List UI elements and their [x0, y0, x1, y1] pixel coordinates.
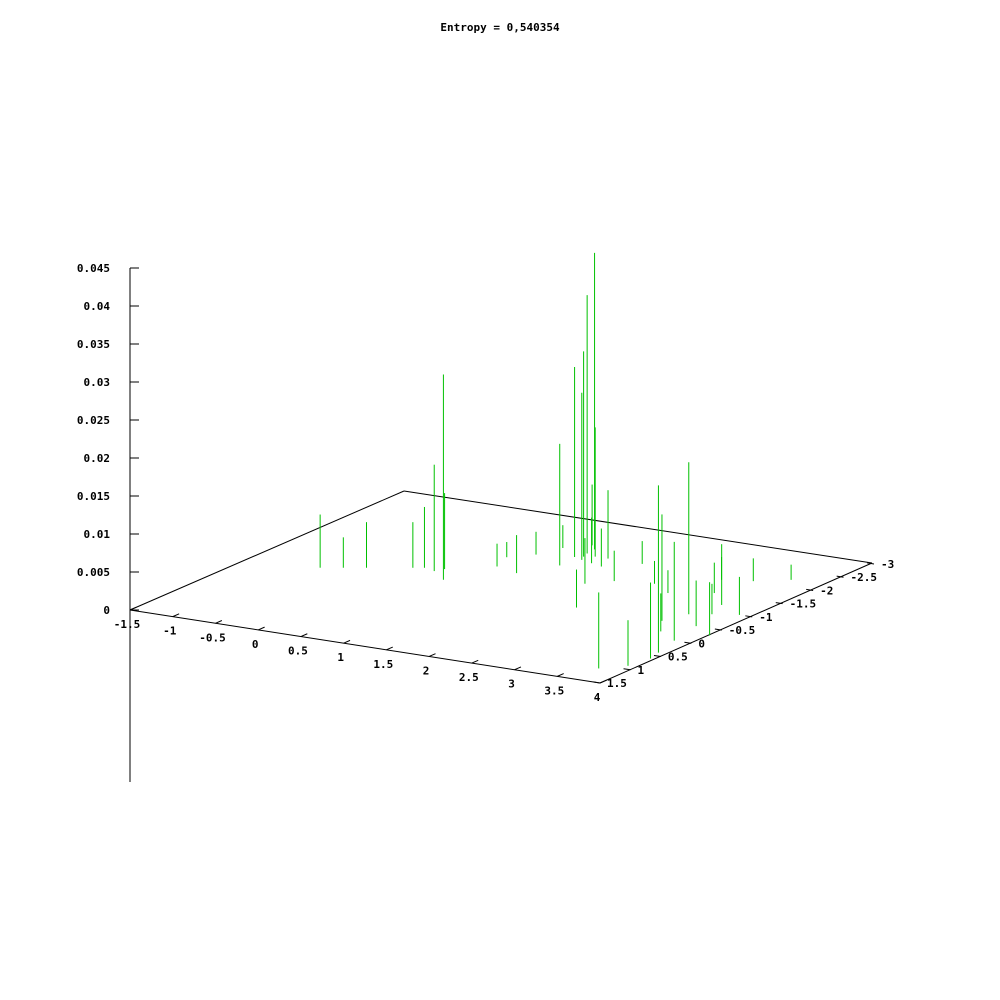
- y-tick: [684, 641, 692, 644]
- y-axis-line: [129, 490, 405, 611]
- x-tick: [599, 679, 607, 684]
- y-tick: [653, 654, 661, 658]
- x-tick: [557, 673, 564, 677]
- y-tick: [836, 575, 844, 578]
- x-tick: [215, 620, 223, 624]
- x-tick-label: 1: [337, 651, 344, 664]
- x-tick-label: 0.5: [288, 645, 308, 658]
- x-tick: [172, 613, 180, 618]
- x-tick: [343, 639, 351, 644]
- z-tick-label: 0.02: [84, 452, 111, 465]
- y-tick-label: -2.5: [851, 571, 878, 584]
- x-tick: [129, 606, 137, 611]
- z-tick-label: 0.01: [84, 528, 111, 541]
- y-tick-label: 0.5: [668, 651, 688, 664]
- x-tick: [300, 633, 308, 638]
- z-tick-label: 0.025: [77, 414, 110, 427]
- x-tick-label: 1.5: [373, 658, 393, 671]
- chart-title: Entropy = 0,540354: [440, 21, 560, 34]
- z-tick-label: 0.005: [77, 566, 110, 579]
- base-edge-right: [599, 562, 873, 684]
- y-tick-label: -0.5: [729, 624, 756, 637]
- y-tick-label: 1.5: [607, 677, 627, 690]
- y-tick-label: -1.5: [790, 598, 817, 611]
- x-tick: [386, 646, 393, 651]
- y-tick-label: 1: [637, 664, 644, 677]
- y-tick-label: -3: [881, 558, 894, 571]
- axes: [129, 267, 875, 782]
- x-tick: [257, 626, 265, 631]
- y-tick-label: 0: [698, 637, 705, 650]
- x-tick: [471, 659, 479, 664]
- y-tick-label: -2: [820, 584, 833, 597]
- z-tick-label: 0: [103, 604, 110, 617]
- y-tick: [623, 668, 631, 671]
- y-tick: [745, 615, 753, 618]
- y-tick: [867, 562, 875, 565]
- x-tick-label: 4: [594, 691, 601, 704]
- z-tick-label: 0.045: [77, 262, 110, 275]
- x-tick-label: -1.5: [114, 618, 141, 631]
- z-tick-label: 0.04: [84, 300, 111, 313]
- x-tick-label: 3.5: [544, 684, 564, 697]
- z-tick-label: 0.035: [77, 338, 110, 351]
- x-tick-label: -1: [163, 625, 177, 638]
- y-tick: [593, 681, 601, 684]
- y-tick: [775, 602, 783, 605]
- y-tick: [806, 588, 814, 591]
- x-tick-label: 3: [508, 678, 515, 691]
- x-tick-label: 2: [423, 664, 430, 677]
- z-tick-label: 0.03: [84, 376, 111, 389]
- x-tick-label: 0: [252, 638, 259, 651]
- y-tick-label: -1: [759, 611, 773, 624]
- y-tick: [714, 628, 722, 631]
- x-tick-label: -0.5: [199, 631, 226, 644]
- x-axis-line: [129, 609, 601, 684]
- tick-labels: 0 0.005 0.01 0.015 0.02 0.025 0.03 0.035 0.04 0.0…: [77, 262, 894, 704]
- impulse-series: [319, 252, 792, 669]
- x-tick-label: 2.5: [459, 671, 479, 684]
- x-tick: [514, 666, 522, 671]
- z-tick-label: 0.015: [77, 490, 110, 503]
- base-edge-back: [403, 490, 873, 564]
- x-tick: [428, 653, 436, 657]
